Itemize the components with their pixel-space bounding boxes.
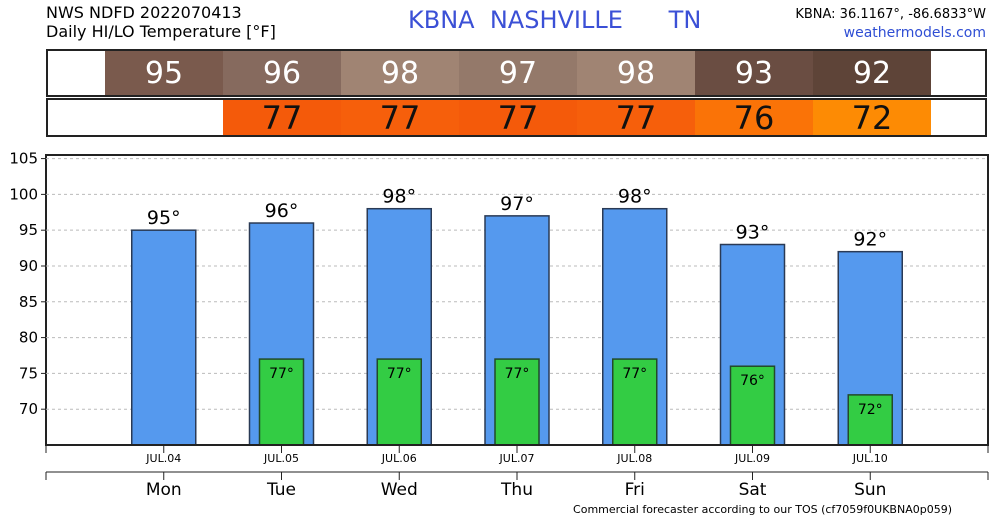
high-temp-cell: 95 <box>105 51 223 95</box>
y-tick-label: 80 <box>19 329 38 347</box>
y-tick-label: 105 <box>9 150 38 168</box>
temperature-chart: 70 75 80 85 90 95 100 105 95° 96° 77° 98° 77° 97° 77° 9… <box>9 150 989 500</box>
x-weekday-label: Fri <box>625 480 645 500</box>
high-bar-label: 98° <box>618 186 652 208</box>
x-date-label: JUL.06 <box>381 452 417 465</box>
high-temp-cell: 96 <box>223 51 341 95</box>
x-date-label: JUL.07 <box>499 452 535 465</box>
low-bar <box>847 394 893 446</box>
low-bar-label: 77° <box>269 366 294 382</box>
high-bar-label: 95° <box>147 207 181 229</box>
x-weekday-label: Tue <box>266 480 296 500</box>
high-bar <box>131 229 197 446</box>
low-bar <box>494 358 540 446</box>
header-right: KBNA: 36.1167°, -86.6833°W weathermodels… <box>795 5 986 43</box>
low-temp-cell: 77 <box>459 99 577 137</box>
x-weekday-label: Mon <box>146 480 182 500</box>
y-tick-label: 75 <box>19 364 38 382</box>
low-temp-cell: 72 <box>813 99 931 137</box>
low-bar-label: 77° <box>505 366 530 382</box>
x-date-label: JUL.05 <box>263 452 299 465</box>
high-bar-label: 97° <box>500 193 534 215</box>
high-temp-cell: 93 <box>695 51 813 95</box>
x-date-label: JUL.04 <box>145 452 181 465</box>
x-date-label: JUL.09 <box>734 452 770 465</box>
x-weekday-label: Thu <box>500 480 533 500</box>
low-temp-cell: 77 <box>223 99 341 137</box>
high-bar-label: 92° <box>853 229 887 251</box>
y-tick-label: 90 <box>19 257 38 275</box>
x-weekday-label: Sat <box>739 480 767 500</box>
y-tick-label: 70 <box>19 400 38 418</box>
low-temp-cell: 77 <box>577 99 695 137</box>
high-temp-cell: 92 <box>813 51 931 95</box>
high-temperature-strip: 95 96 98 97 98 93 92 <box>46 49 987 97</box>
station-title: KBNA NASHVILLE TN <box>408 6 702 34</box>
coordinates-label: KBNA: 36.1167°, -86.6833°W <box>795 7 986 22</box>
low-temp-cell: 77 <box>341 99 459 137</box>
low-temperature-strip: 77 77 77 77 76 72 <box>46 98 987 137</box>
x-date-label: JUL.08 <box>616 452 652 465</box>
high-bar-label: 96° <box>265 200 299 222</box>
header-info: NWS NDFD 2022070413 Daily HI/LO Temperat… <box>46 3 276 41</box>
y-tick-label: 85 <box>19 293 38 311</box>
x-date-label: JUL.10 <box>852 452 888 465</box>
low-bar-label: 72° <box>858 402 883 418</box>
product-label: Daily HI/LO Temperature [°F] <box>46 22 276 41</box>
high-bar-label: 98° <box>382 186 416 208</box>
y-tick-label: 100 <box>9 185 38 203</box>
model-run-label: NWS NDFD 2022070413 <box>46 3 242 22</box>
x-weekday-label: Sun <box>854 480 886 500</box>
high-temp-cell: 97 <box>459 51 577 95</box>
footer-note: Commercial forecaster according to our T… <box>573 503 952 516</box>
y-tick-label: 95 <box>19 221 38 239</box>
low-temp-cell: 76 <box>695 99 813 137</box>
low-bar <box>729 365 776 446</box>
site-link[interactable]: weathermodels.com <box>843 25 986 41</box>
high-temp-cell: 98 <box>577 51 695 95</box>
low-bar-label: 76° <box>740 373 765 389</box>
low-bar-label: 77° <box>387 366 412 382</box>
x-weekday-label: Wed <box>381 480 418 500</box>
high-temp-cell: 98 <box>341 51 459 95</box>
low-bar-label: 77° <box>622 366 647 382</box>
high-bar-label: 93° <box>736 222 770 244</box>
